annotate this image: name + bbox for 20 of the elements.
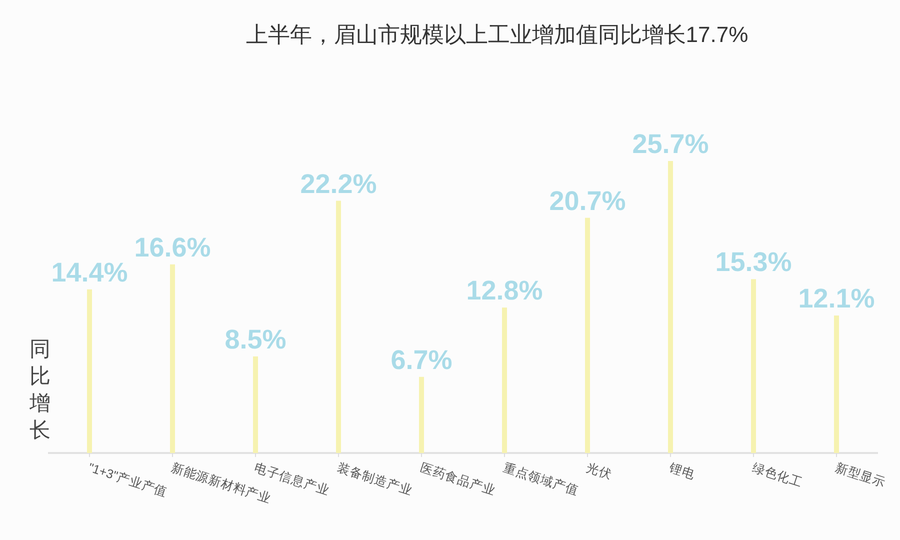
x-tick-label: 新型显示	[834, 460, 888, 490]
data-label: 8.5%	[224, 324, 286, 354]
data-label: 22.2%	[300, 168, 377, 199]
data-label: 12.1%	[798, 284, 875, 314]
data-label: 20.7%	[549, 186, 626, 216]
x-tick-label: 绿色化工	[750, 460, 804, 490]
data-label: 12.8%	[466, 276, 543, 306]
x-tick-label: 重点领域产值	[502, 460, 580, 498]
data-label: 15.3%	[715, 247, 792, 278]
x-tick-label: 装备制造产业	[336, 460, 414, 498]
x-tick-label: 锂电	[668, 460, 697, 482]
x-tick-label: 光伏	[584, 460, 614, 482]
x-tick-label: "1+3"产业产值	[86, 460, 169, 500]
ylabel: 同比增长	[30, 338, 50, 442]
data-label: 16.6%	[134, 232, 211, 262]
data-label: 25.7%	[632, 129, 709, 159]
data-label: 14.4%	[51, 257, 128, 288]
data-label: 6.7%	[390, 344, 452, 375]
title: 上半年，眉山市规模以上工业增加值同比增长17.7%	[246, 22, 748, 47]
x-tick-label: 医药食品产业	[418, 460, 498, 498]
